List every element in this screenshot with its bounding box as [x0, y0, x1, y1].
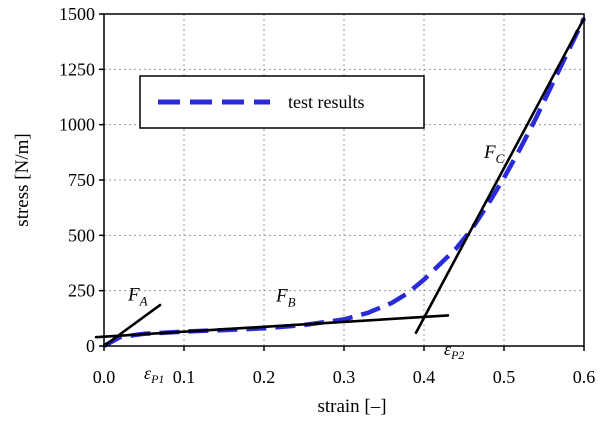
- strain-marker-p2: εP2: [444, 339, 464, 362]
- y-tick-label-3: 750: [68, 170, 95, 190]
- y-tick-label-5: 1250: [59, 59, 95, 79]
- fit-line-c: [414, 17, 586, 335]
- y-tick-label-2: 500: [68, 225, 95, 245]
- x-tick-label-0: 0.0: [93, 367, 116, 387]
- x-tick-label-3: 0.3: [333, 367, 356, 387]
- x-tick-label-4: 0.4: [413, 367, 436, 387]
- legend-box: [139, 75, 425, 129]
- x-tick-label-5: 0.5: [493, 367, 516, 387]
- annotation-f-a: FA: [127, 285, 148, 309]
- y-tick-label-1: 250: [68, 281, 95, 301]
- tick-labels: 0.0 0.1 0.2 0.3 0.4 0.5 0.6 0 250 500 750 1000 1250 1…: [59, 4, 595, 387]
- annotation-f-c: FC: [483, 142, 505, 166]
- fit-line-a: [102, 303, 162, 348]
- y-axis-label: stress [N/m]: [12, 133, 33, 226]
- y-tick-label-4: 1000: [59, 115, 95, 135]
- series-line-test-results: [102, 17, 587, 348]
- legend: test results: [139, 75, 425, 129]
- annotations: FA FB FC εP1 εP2: [127, 142, 505, 386]
- y-tick-label-6: 1500: [59, 4, 95, 24]
- x-tick-label-2: 0.2: [253, 367, 276, 387]
- x-tick-label-1: 0.1: [173, 367, 196, 387]
- strain-marker-p1: εP1: [144, 363, 164, 386]
- annotation-f-b: FB: [275, 286, 296, 310]
- x-axis-label: strain [–]: [317, 396, 386, 417]
- series-layer: [94, 17, 587, 348]
- y-tick-label-0: 0: [86, 336, 95, 356]
- fit-line-b: [94, 314, 450, 339]
- x-tick-label-6: 0.6: [573, 367, 596, 387]
- plot-frame: [99, 13, 585, 351]
- grid: [103, 13, 585, 347]
- legend-label-test-results: test results: [288, 92, 365, 112]
